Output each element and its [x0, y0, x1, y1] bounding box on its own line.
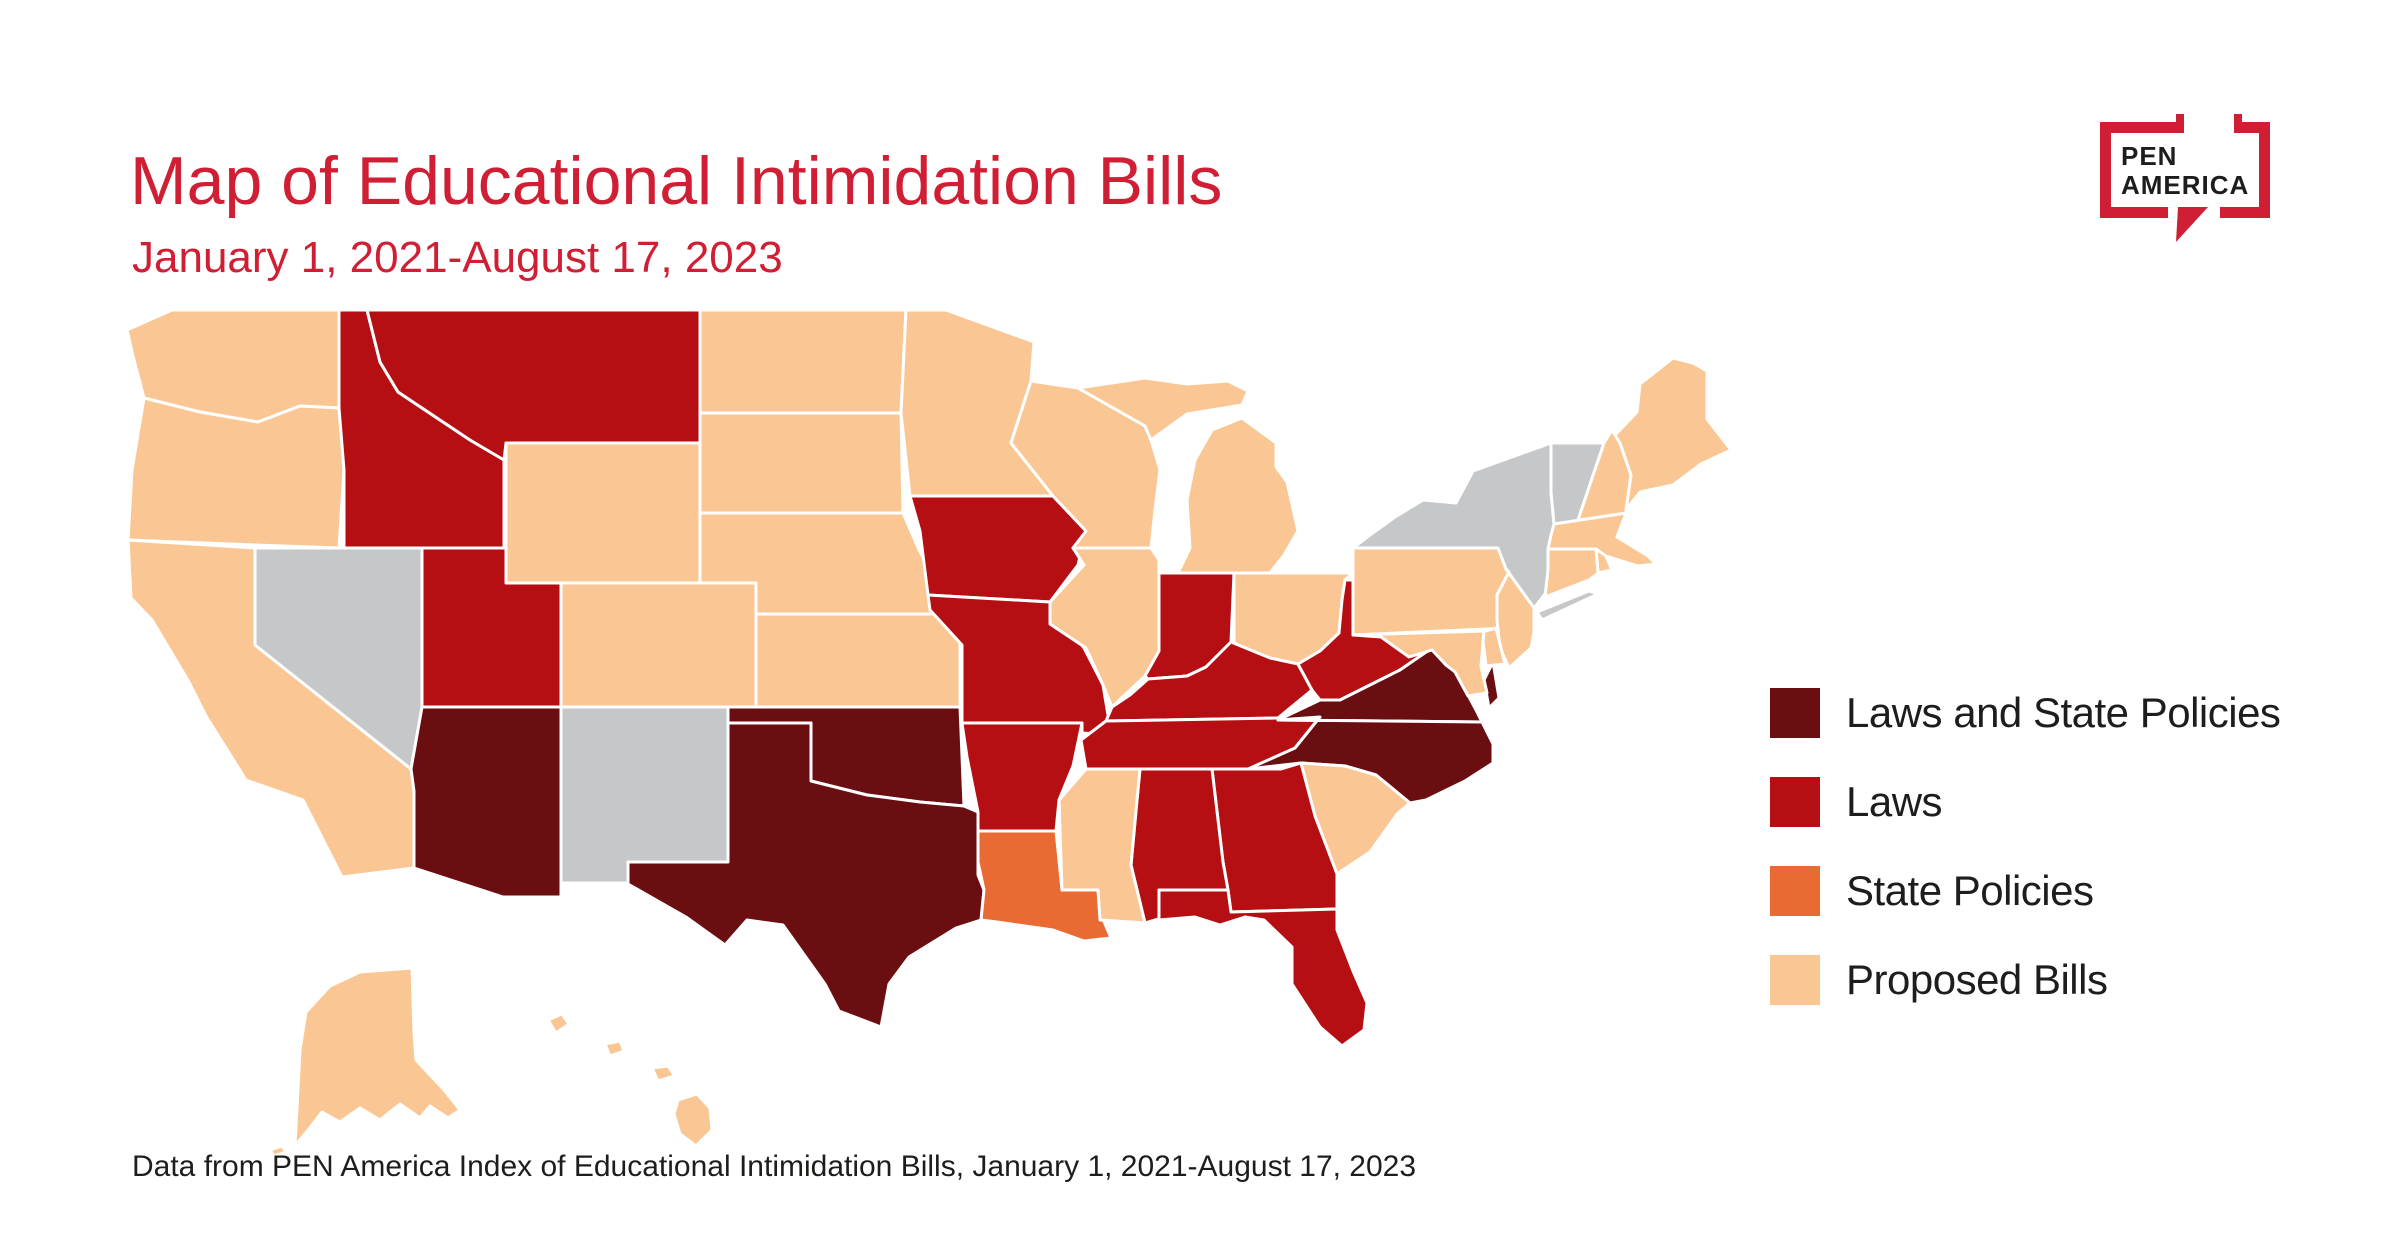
page-subtitle: January 1, 2021-August 17, 2023	[132, 232, 783, 282]
state-connecticut	[1543, 547, 1600, 599]
state-kansas	[754, 612, 962, 709]
legend-swatch-state-policies	[1770, 866, 1820, 916]
state-florida	[1157, 888, 1369, 1048]
state-mississippi	[1057, 767, 1147, 925]
state-hawaii	[546, 1012, 714, 1148]
legend-swatch-laws-and-state-policies	[1770, 688, 1820, 738]
data-source-note: Data from PEN America Index of Education…	[132, 1150, 1417, 1183]
legend-label: State Policies	[1846, 867, 2094, 914]
state-kentucky	[1104, 640, 1314, 723]
state-illinois	[1048, 546, 1161, 709]
state-north-dakota	[698, 308, 908, 415]
state-massachusetts	[1546, 511, 1658, 568]
state-colorado	[559, 581, 758, 709]
logo-wordmark: PEN AMERICA	[2121, 142, 2249, 200]
state-delaware	[1480, 626, 1507, 668]
state-arizona	[409, 705, 563, 899]
state-texas	[626, 721, 986, 1029]
legend-swatch-proposed-bills	[1770, 955, 1820, 1005]
state-alaska	[268, 966, 462, 1158]
state-new-mexico	[559, 705, 730, 885]
logo-line-1: PEN	[2121, 141, 2178, 171]
state-michigan	[1176, 416, 1300, 575]
legend-label: Laws and State Policies	[1846, 689, 2281, 736]
legend-item-state-policies: State Policies	[1770, 866, 2280, 916]
state-south-dakota	[698, 411, 905, 515]
state-maryland	[1351, 629, 1489, 698]
pen-america-logo: PEN AMERICA	[2100, 112, 2270, 250]
legend-label: Proposed Bills	[1846, 956, 2108, 1003]
state-oregon	[126, 396, 346, 550]
legend-item-laws: Laws	[1770, 777, 2280, 827]
speech-bubble-frame-icon	[2100, 114, 2270, 242]
logo-line-2: AMERICA	[2121, 170, 2250, 200]
state-michigan-upper-peninsula	[1076, 376, 1250, 442]
state-new-york-long-island	[1535, 589, 1600, 622]
state-maine	[1610, 356, 1733, 512]
legend-label: Laws	[1846, 778, 1943, 825]
legend-item-laws-and-state-policies: Laws and State Policies	[1770, 688, 2281, 738]
legend-swatch-laws	[1770, 777, 1820, 827]
legend-item-proposed-bills: Proposed Bills	[1770, 955, 2280, 1005]
page-title: Map of Educational Intimidation Bills	[130, 142, 1223, 219]
state-virginia-eastern-shore	[1482, 660, 1501, 710]
state-iowa	[908, 494, 1088, 604]
state-pennsylvania	[1351, 546, 1512, 637]
state-wisconsin	[1009, 379, 1162, 550]
state-wyoming	[504, 441, 702, 585]
map-legend: Laws and State Policies Laws State Polic…	[1770, 688, 2281, 1044]
